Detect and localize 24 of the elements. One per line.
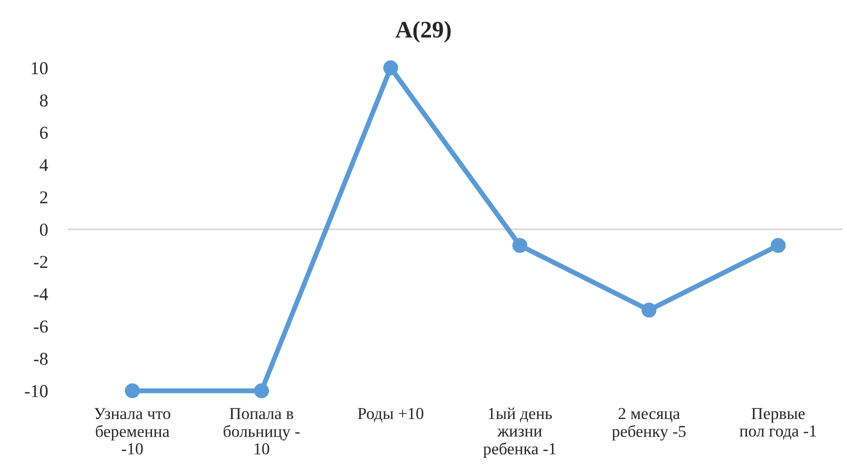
x-tick-label: 2 месяца ребенку -5: [612, 408, 686, 440]
x-tick-label: Попала в больницу - 10: [224, 408, 300, 455]
y-tick-label: 8: [40, 94, 48, 107]
y-tick-label: 10: [32, 62, 48, 74]
x-tick-label: Роды +10: [358, 408, 424, 422]
x-tick-label: Первые пол года -1: [740, 408, 816, 440]
x-tick-label: 1ый день жизни ребенка -1: [483, 408, 556, 458]
point: [512, 238, 528, 253]
point: [642, 302, 656, 318]
y-tick-label: -4: [34, 288, 48, 300]
y-tick-label: 0: [40, 224, 48, 236]
point: [383, 60, 398, 76]
x-tick-label: Узнала что беременна -10: [94, 408, 170, 454]
point: [254, 383, 269, 398]
y-tick-label: 4: [40, 159, 48, 171]
point: [124, 383, 140, 398]
y-tick-label: -10: [24, 385, 48, 398]
y-tick-label: -2: [34, 256, 48, 268]
point: [770, 238, 786, 253]
y-tick-label: 2: [40, 191, 48, 204]
y-tick-label: -8: [34, 352, 48, 365]
chart-title: A(29): [396, 21, 451, 42]
y-tick-label: 6: [40, 126, 48, 139]
y-tick-label: -6: [34, 320, 48, 333]
